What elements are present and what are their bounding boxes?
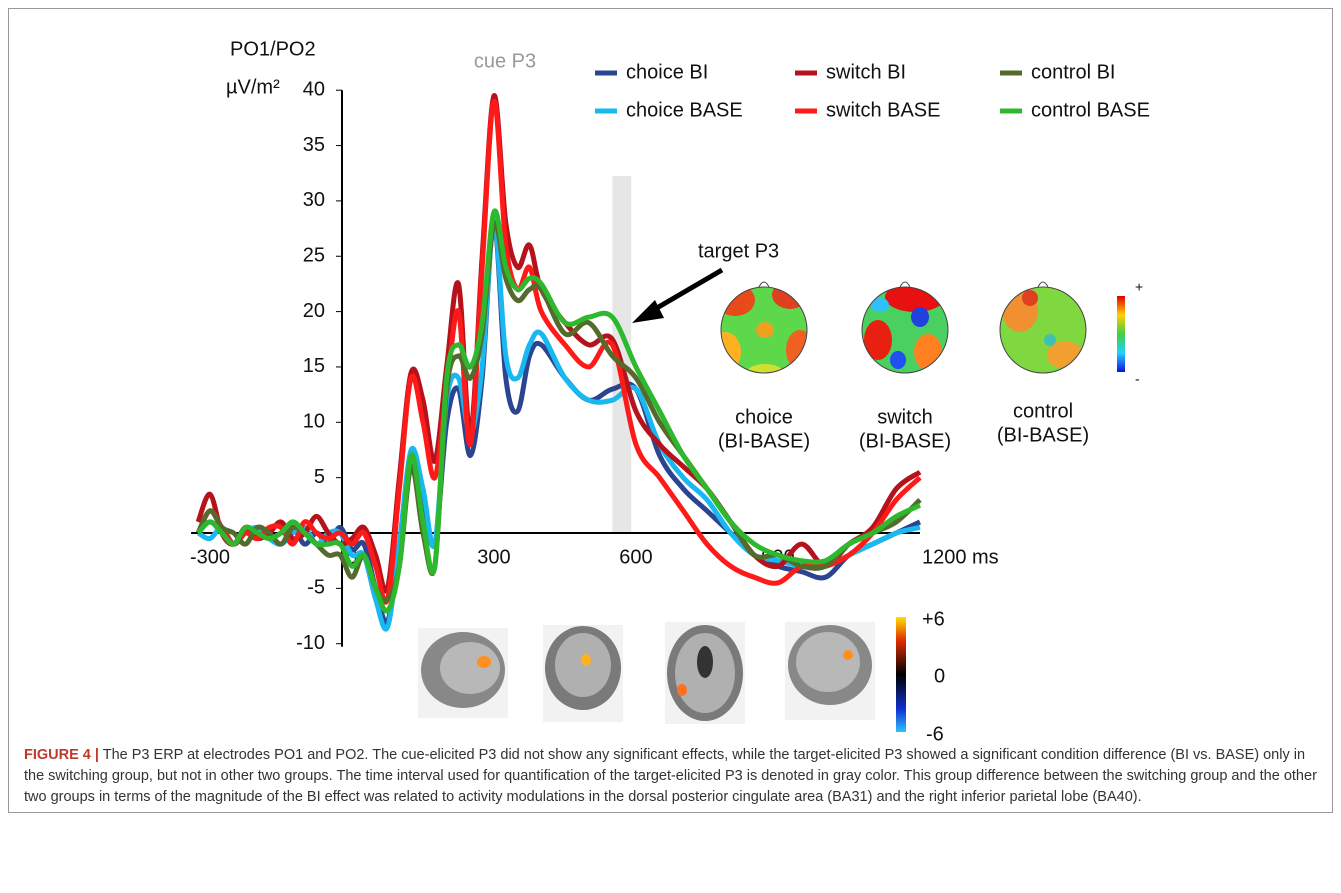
annotation: target P3 xyxy=(698,240,779,262)
topomap-label: switch xyxy=(877,406,933,428)
topomap-label: choice xyxy=(735,406,793,428)
legend-label: choice BI xyxy=(626,61,708,83)
legend-label: switch BASE xyxy=(826,99,940,121)
legend-label: control BI xyxy=(1031,61,1115,83)
y-tick-label: 20 xyxy=(303,300,325,322)
y-axis-title: PO1/PO2 xyxy=(230,38,316,60)
y-tick-label: 30 xyxy=(303,189,325,211)
legend-label: switch BI xyxy=(826,61,906,83)
x-tick-label: -300 xyxy=(190,546,230,568)
x-tick-label: 300 xyxy=(477,546,510,568)
topomap-label: (BI-BASE) xyxy=(859,430,951,452)
topomap xyxy=(862,287,948,373)
colorbar-label: -6 xyxy=(926,723,944,745)
topomap-scale-label: + xyxy=(1135,279,1143,295)
topomap xyxy=(1000,287,1086,373)
arrow-head xyxy=(632,300,664,323)
topomaps xyxy=(720,281,1125,374)
colorbar-label: +6 xyxy=(922,608,945,630)
y-tick-label: 10 xyxy=(303,411,325,433)
shaded-interval xyxy=(612,176,632,533)
series-line xyxy=(195,98,922,605)
arrow xyxy=(648,267,724,315)
topomap-label: (BI-BASE) xyxy=(718,430,810,452)
caption-text: The P3 ERP at electrodes PO1 and PO2. Th… xyxy=(24,747,1317,805)
y-tick-label: -5 xyxy=(307,577,325,599)
x-tick-label: 600 xyxy=(619,546,652,568)
topomap-label: control xyxy=(1013,400,1073,422)
topomap-label: (BI-BASE) xyxy=(997,424,1089,446)
frame xyxy=(8,8,1333,813)
y-tick-label: 35 xyxy=(303,134,325,156)
y-axis-unit: µV/m² xyxy=(226,76,280,98)
colorbar-label: 0 xyxy=(934,665,945,687)
y-tick-label: 5 xyxy=(314,466,325,488)
legend-label: control BASE xyxy=(1031,99,1150,121)
topomap-scale-label: - xyxy=(1135,371,1140,387)
topomap xyxy=(721,287,807,373)
y-tick-label: -10 xyxy=(296,632,325,654)
y-tick-label: 15 xyxy=(303,355,325,377)
legend-label: choice BASE xyxy=(626,99,743,121)
y-tick-label: 25 xyxy=(303,245,325,267)
x-tick-label: 1200 ms xyxy=(922,546,999,568)
caption: FIGURE 4 | The P3 ERP at electrodes PO1 … xyxy=(24,745,1319,808)
series-line xyxy=(196,208,922,614)
brain-slices xyxy=(418,617,906,732)
annotation: cue P3 xyxy=(474,50,536,72)
y-tick-label: 40 xyxy=(303,78,325,100)
series-line xyxy=(195,93,922,594)
caption-label: FIGURE 4 | xyxy=(24,747,99,763)
